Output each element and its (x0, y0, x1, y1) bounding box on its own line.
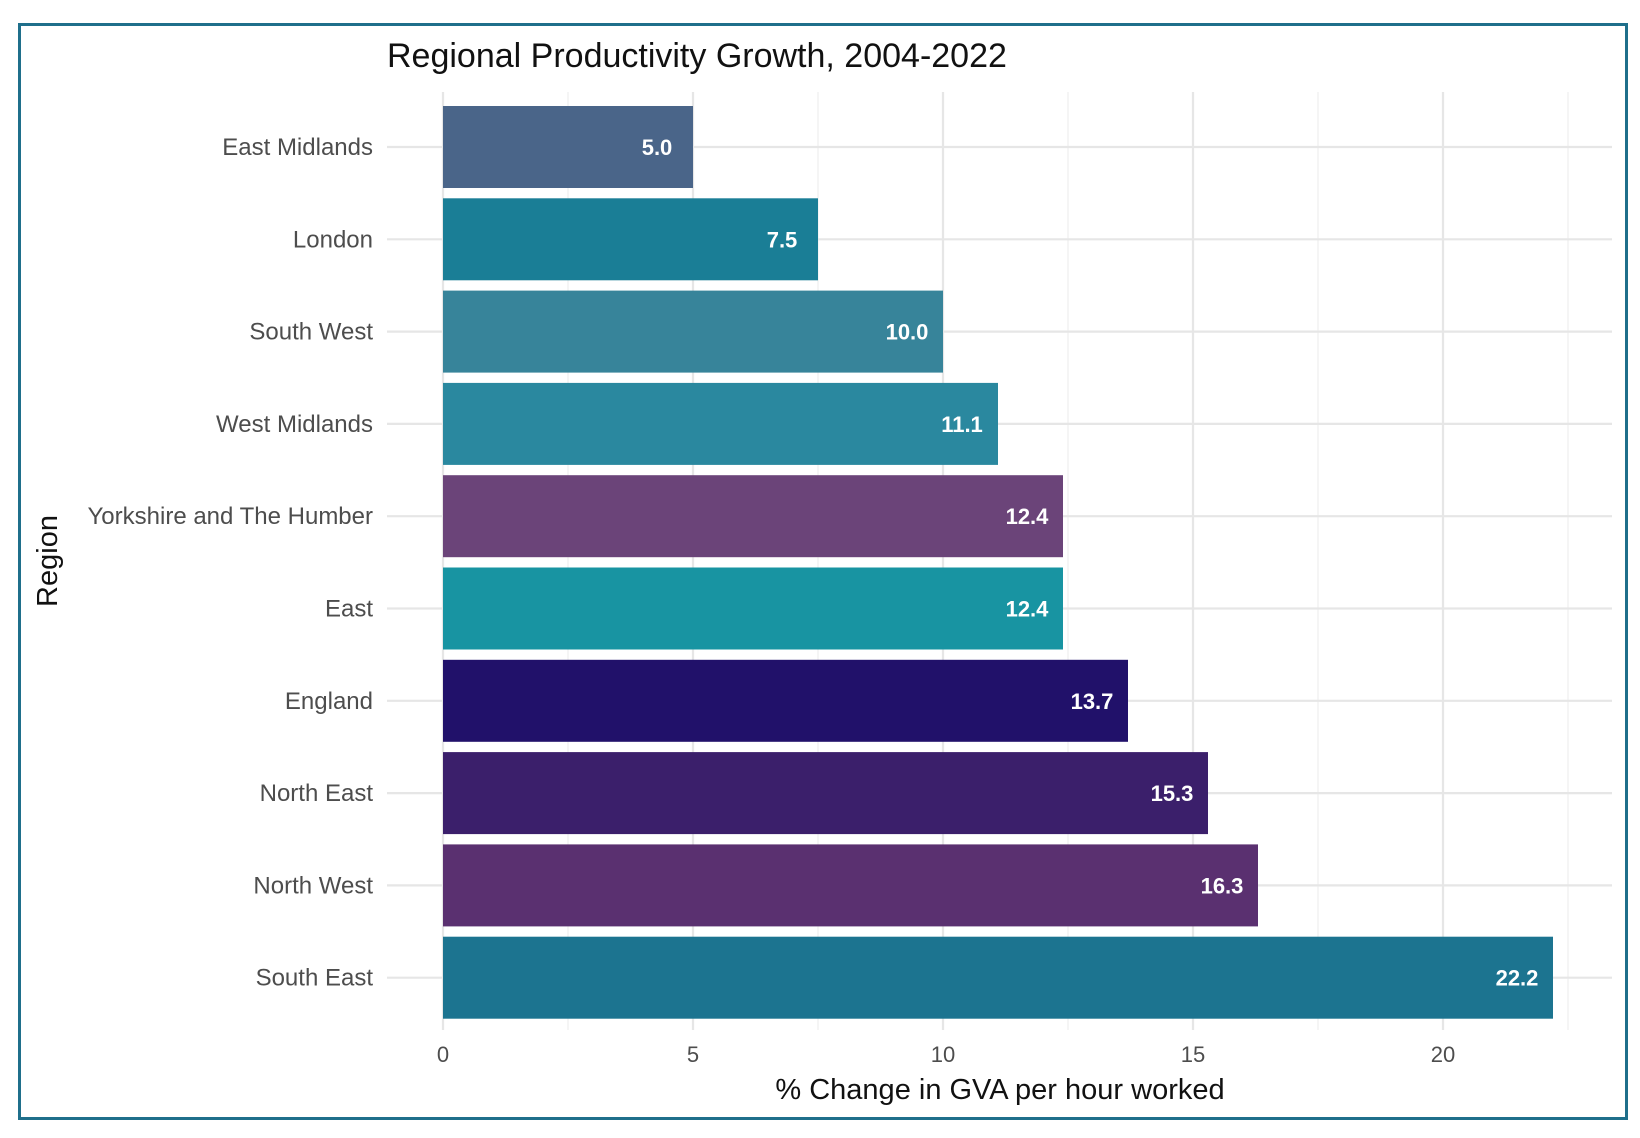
x-tick-label: 0 (437, 1042, 449, 1067)
bar (443, 567, 1063, 650)
value-label: 13.7 (1071, 689, 1114, 714)
bar (443, 844, 1258, 927)
value-label: 5.0 (642, 135, 673, 160)
category-label: North East (260, 780, 374, 807)
bar (443, 106, 693, 188)
value-labels: 5.0 7.5 10.0 11.1 12.4 12.4 13.7 15.3 16.3 22.2 (642, 135, 1539, 991)
category-label: East Midlands (222, 134, 373, 161)
x-axis-title: % Change in GVA per hour worked (775, 1074, 1224, 1106)
bar (443, 752, 1208, 835)
category-label: East (325, 596, 373, 623)
category-label: West Midlands (216, 411, 373, 438)
category-label: South West (249, 319, 373, 346)
category-label: London (293, 226, 373, 253)
value-label: 10.0 (886, 320, 929, 345)
category-label: North West (253, 872, 373, 899)
x-tick-label: 15 (1181, 1042, 1205, 1067)
chart-title: Regional Productivity Growth, 2004-2022 (387, 37, 1007, 75)
bar (443, 936, 1553, 1019)
value-label: 11.1 (941, 412, 983, 437)
bar (443, 198, 818, 281)
category-label: England (285, 688, 373, 715)
x-tick-label: 10 (931, 1042, 955, 1067)
bar (443, 659, 1128, 742)
bar (443, 290, 943, 373)
value-label: 16.3 (1201, 873, 1244, 898)
category-labels: East Midlands London South West West Midlan… (88, 134, 374, 992)
category-label: Yorkshire and The Humber (88, 503, 374, 530)
value-label: 12.4 (1006, 504, 1050, 529)
y-axis-title: Region (32, 515, 64, 607)
x-tick-labels: 0 5 10 15 20 (437, 1042, 1455, 1067)
x-tick-label: 20 (1431, 1042, 1455, 1067)
bar (443, 382, 998, 465)
value-label: 15.3 (1151, 781, 1194, 806)
value-label: 22.2 (1496, 966, 1539, 991)
category-label: South East (256, 965, 374, 992)
bar-layer (443, 106, 1553, 1019)
x-tick-label: 5 (687, 1042, 699, 1067)
value-label: 7.5 (767, 227, 798, 252)
bar (443, 475, 1063, 558)
value-label: 12.4 (1006, 597, 1050, 622)
